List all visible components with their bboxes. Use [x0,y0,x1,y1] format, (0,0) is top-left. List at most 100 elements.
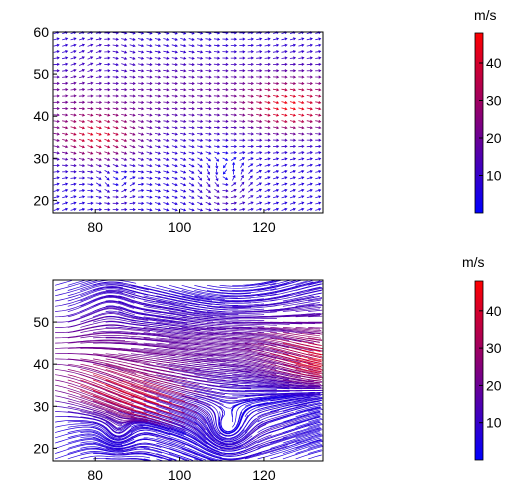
wind-arrow [289,182,296,186]
wind-arrow [281,126,288,130]
wind-arrow [230,132,238,136]
wind-arrow [121,100,128,104]
wind-arrow [222,195,229,199]
streamline [282,299,321,307]
wind-arrow [62,195,69,199]
streamline [92,374,160,399]
streamline [143,390,209,416]
streamline [156,295,226,308]
wind-arrow [171,132,178,136]
wind-arrow [256,169,262,174]
wind-arrow [239,144,246,149]
wind-arrow [315,201,322,205]
wind-arrow [223,162,228,169]
streamline [67,301,135,318]
streamline [67,425,133,440]
streamline [270,313,323,318]
wind-arrow [281,163,288,167]
wind-arrow [121,37,128,41]
wind-arrow [163,107,170,111]
streamline [67,353,138,363]
wind-arrow [138,145,145,149]
streamline [270,399,322,412]
wind-arrow [171,81,178,85]
streamline [206,424,267,446]
wind-arrow [121,145,128,149]
streamline [80,395,148,418]
wind-arrow [95,189,102,193]
streamline [143,448,188,462]
wind-arrow [247,163,254,168]
wind-arrow [222,113,229,117]
wind-arrow [87,151,94,155]
wind-arrow [256,37,263,41]
streamline [308,398,323,402]
streamline [143,316,214,326]
wind-arrow [154,88,162,92]
wind-arrow [272,81,280,85]
wind-arrow [180,94,187,98]
streamline [93,363,161,384]
wind-arrow [239,50,246,54]
streamline [92,390,160,415]
wind-arrow [78,157,86,161]
wind-arrow [206,162,211,169]
wind-arrow [70,113,77,117]
wind-arrow [154,62,162,67]
wind-arrow [232,161,236,169]
wind-arrow [222,201,229,205]
wind-arrow [272,138,280,142]
wind-arrow [197,62,204,67]
wind-arrow [53,182,60,186]
wind-arrow [121,201,128,205]
wind-arrow [256,188,262,193]
wind-arrow [171,44,178,48]
wind-arrow [315,37,322,41]
streamline [308,438,322,444]
streamline [143,284,213,301]
wind-arrow [197,145,204,149]
wind-arrow [315,94,322,98]
y-tick-label: 40 [33,108,49,124]
wind-arrow [70,50,77,53]
wind-arrow [70,69,77,72]
wind-arrow [112,100,119,104]
streamline [93,437,161,447]
streamline [168,395,221,435]
streamline [55,280,73,286]
wind-arrow [215,168,219,176]
wind-arrow [112,37,120,41]
wind-arrow [146,139,153,142]
wind-arrow [163,164,170,168]
wind-arrow [163,151,170,155]
wind-arrow [256,43,263,47]
streamline [118,295,187,312]
wind-arrow [248,181,253,187]
wind-arrow [315,75,322,79]
wind-arrow [213,202,221,206]
streamline [295,302,320,307]
streamline [282,342,321,352]
wind-arrow [121,81,128,85]
wind-arrow [171,208,178,212]
wind-arrow [298,170,305,173]
streamline [308,315,323,318]
wind-arrow [112,81,119,85]
streamline [194,369,264,379]
y-tick-label: 30 [33,398,49,414]
streamline [308,298,323,302]
wind-arrow [95,164,102,168]
wind-arrow [256,69,263,73]
wind-arrow [213,119,221,123]
wind-arrow [222,75,229,79]
wind-arrow [70,163,77,168]
streamline [257,416,321,439]
streamline [92,395,160,419]
wind-arrow [70,132,77,136]
wind-arrow [306,94,313,98]
streamline [194,411,248,443]
streamline [168,411,228,447]
streamline [295,424,323,433]
streamline [143,426,210,452]
wind-arrow [239,75,246,79]
